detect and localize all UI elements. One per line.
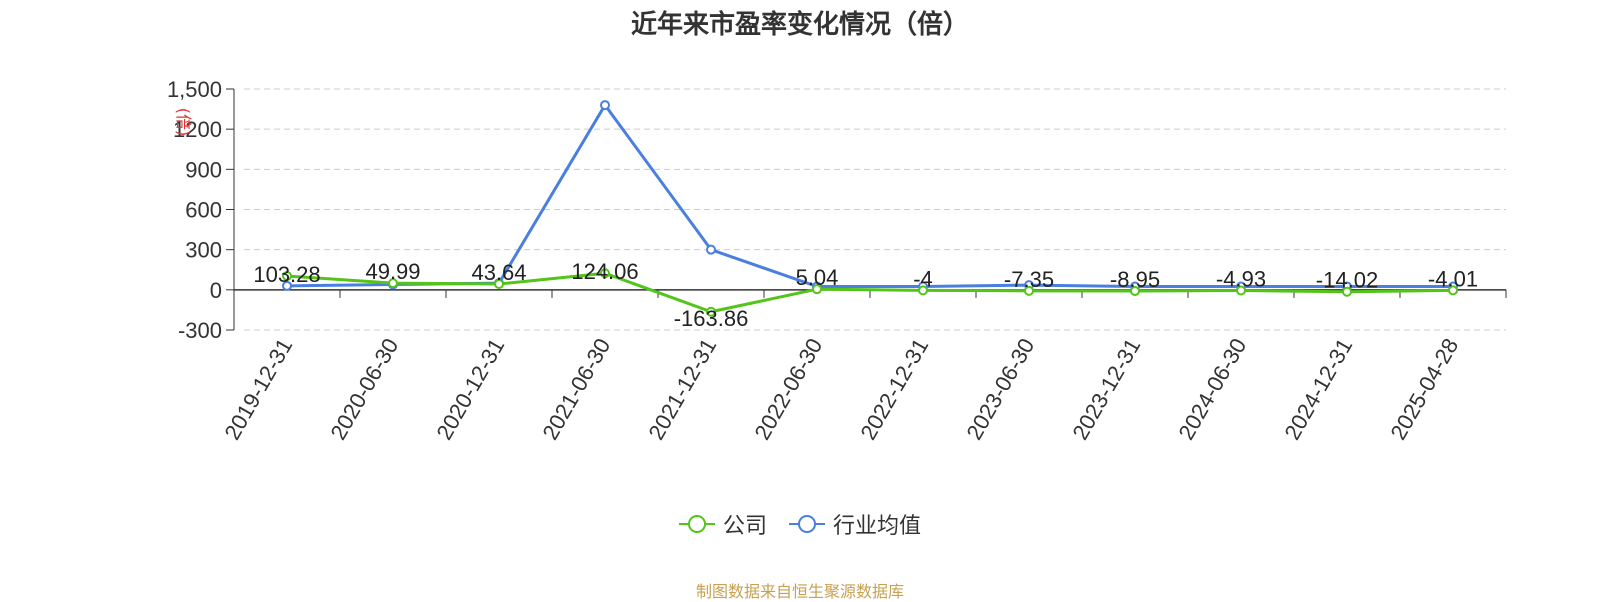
- legend-industry-icon: [789, 515, 825, 533]
- x-tick-label: 2020-12-31: [431, 334, 509, 444]
- y-tick-label: 300: [185, 238, 222, 263]
- legend: 公司 行业均值: [0, 508, 1600, 540]
- data-point-industry: [706, 244, 716, 255]
- data-label: 124.06: [571, 259, 638, 284]
- y-tick-label: 1200: [173, 117, 222, 142]
- data-point-company: [1024, 285, 1034, 296]
- legend-company-icon: [678, 515, 715, 533]
- x-tick-label: 2023-12-31: [1067, 334, 1145, 444]
- data-label: -8.95: [1110, 267, 1160, 292]
- x-tick-label: 2020-06-30: [325, 334, 403, 444]
- label-layer: 103.28 49.99 43.64 124.06 -163.86 5.04 -4 -7.35…: [253, 259, 1478, 331]
- legend-item-company[interactable]: 公司: [678, 508, 767, 540]
- data-label: 43.64: [471, 260, 526, 285]
- line-chart: -300 0 300 600 900 1200 1,500 (倍) 2019-12-31 2020…: [167, 77, 1507, 444]
- data-point-company: [706, 306, 716, 317]
- x-tick-label: 2025-04-28: [1385, 334, 1463, 444]
- x-tick-label: 2024-06-30: [1173, 334, 1251, 444]
- data-label: -163.86: [674, 306, 749, 331]
- data-point-company: [388, 278, 398, 289]
- data-point-company: [494, 278, 504, 289]
- data-point-company: [600, 268, 610, 279]
- data-label: -4: [913, 266, 933, 291]
- data-point-company: [1130, 286, 1140, 297]
- source-note: 制图数据来自恒生聚源数据库: [695, 582, 904, 601]
- data-label: -14.02: [1316, 268, 1378, 293]
- y-axis-label: (倍): [174, 108, 193, 137]
- data-label: -7.35: [1004, 267, 1054, 292]
- x-tick-label: 2022-06-30: [749, 334, 827, 444]
- series-line-company: [286, 271, 1454, 314]
- y-tick-label: 900: [185, 157, 222, 182]
- data-label: 5.04: [796, 265, 839, 290]
- series-layer: [282, 100, 1458, 317]
- x-tick-label: 2023-06-30: [961, 334, 1039, 444]
- data-point-company: [282, 271, 292, 282]
- y-tick-label: 1,500: [167, 77, 222, 102]
- x-tick-label: 2022-12-31: [855, 334, 933, 444]
- legend-industry-label: 行业均值: [833, 514, 922, 539]
- data-point-company: [1448, 285, 1458, 296]
- data-label: -4.93: [1216, 266, 1266, 291]
- x-tick-label: 2021-12-31: [643, 334, 721, 444]
- legend-item-industry[interactable]: 行业均值: [789, 508, 921, 540]
- y-tick-label: -300: [178, 318, 222, 343]
- data-point-industry: [282, 280, 292, 291]
- data-point-company: [1342, 286, 1352, 297]
- data-point-industry: [600, 100, 610, 111]
- x-tick-label: 2019-12-31: [219, 334, 297, 444]
- grid-layer: [244, 88, 1506, 331]
- data-label: -4.01: [1428, 266, 1478, 291]
- x-tick-label: 2024-12-31: [1279, 334, 1357, 444]
- y-tick-label: 600: [185, 198, 222, 223]
- legend-company-label: 公司: [722, 514, 767, 539]
- y-tick-label: 0: [210, 278, 222, 303]
- data-label: 103.28: [253, 262, 320, 287]
- chart-title: 近年来市盈率变化情况（倍）: [630, 10, 969, 40]
- x-tick-label: 2021-06-30: [537, 334, 615, 444]
- data-point-company: [812, 284, 822, 295]
- series-line-industry: [286, 103, 1453, 288]
- data-point-company: [1236, 285, 1246, 296]
- data-point-company: [918, 285, 928, 296]
- data-label: 49.99: [365, 259, 420, 284]
